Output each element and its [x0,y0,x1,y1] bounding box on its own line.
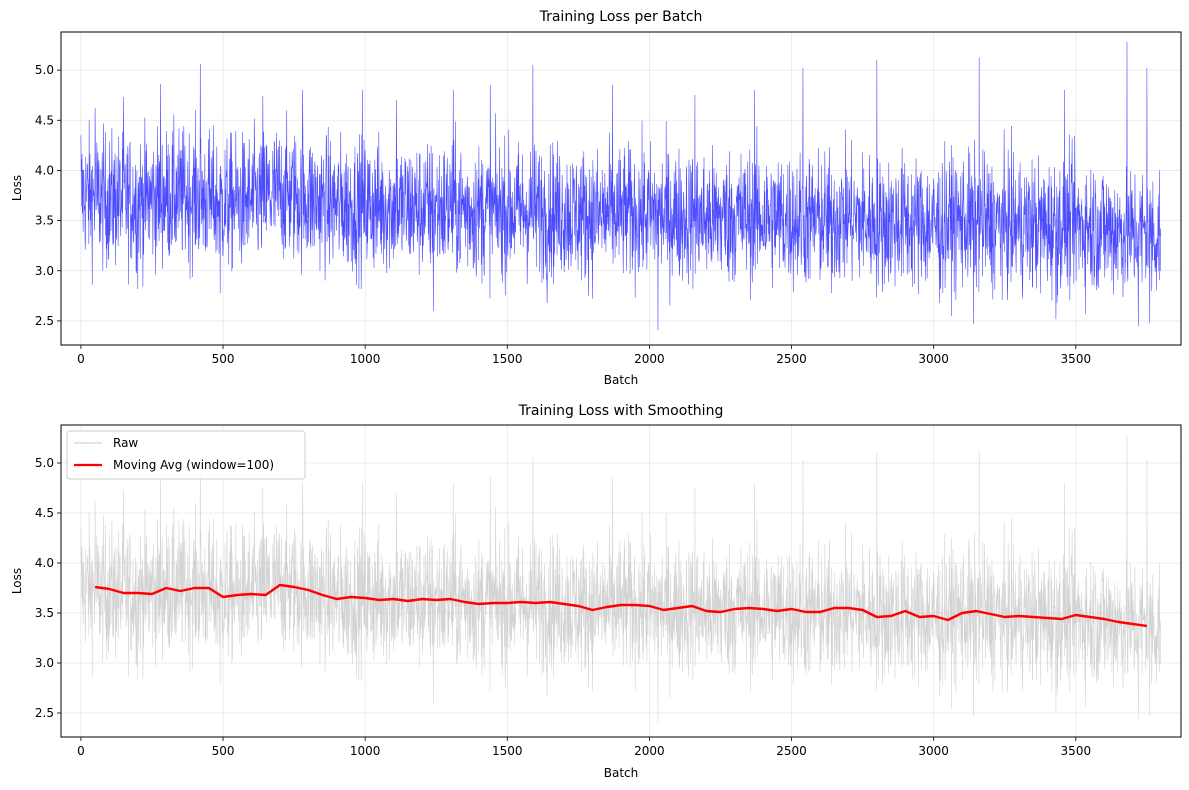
chart1-raw-series [80,41,1162,331]
x-tick-label: 2500 [776,352,807,366]
chart1-xlabel: Batch [604,373,639,387]
x-tick-label: 500 [212,352,235,366]
chart2-ticks: 0 500 1000 1500 2000 2500 3000 3500 2.5 3.0 3.5 4.0… [35,456,1091,758]
chart2-title: Training Loss with Smoothing [518,403,724,419]
y-tick-label: 4.5 [35,113,54,127]
chart2-moving-avg-series [94,583,1148,628]
chart2-raw-series [80,434,1162,723]
x-tick-label: 3500 [1061,352,1092,366]
y-tick-label: 3.0 [35,656,54,670]
y-tick-label: 3.0 [35,264,54,278]
chart2-xlabel: Batch [604,766,639,780]
x-tick-label: 0 [77,352,85,366]
x-tick-label: 2500 [776,744,807,758]
raw-loss-line [80,41,1162,331]
x-tick-label: 3500 [1061,744,1092,758]
x-tick-label: 3000 [918,744,949,758]
x-tick-label: 1000 [350,352,381,366]
chart1-axes-frame [60,31,1182,346]
y-tick-label: 5.0 [35,456,54,470]
y-tick-label: 5.0 [35,63,54,77]
chart2-legend: Raw Moving Avg (window=100) [66,430,306,480]
y-tick-label: 2.5 [35,314,54,328]
x-tick-label: 500 [212,744,235,758]
x-tick-label: 3000 [918,352,949,366]
chart2-grid [61,425,1181,737]
x-tick-label: 2000 [634,352,665,366]
chart2-axes-frame [60,424,1182,738]
legend-box [66,430,306,480]
legend-moving-avg-label: Moving Avg (window=100) [113,458,274,472]
x-tick-label: 1500 [492,352,523,366]
x-tick-label: 2000 [634,744,665,758]
chart-training-loss-with-smoothing: Training Loss with Smoothing 0 500 1000 150… [10,403,1182,780]
y-tick-label: 4.0 [35,556,54,570]
x-tick-label: 1000 [350,744,381,758]
chart2-ylabel: Loss [10,568,24,594]
y-tick-label: 3.5 [35,606,54,620]
x-tick-label: 1500 [492,744,523,758]
moving-avg-line [94,583,1148,628]
chart1-ylabel: Loss [10,175,24,201]
chart1-title: Training Loss per Batch [539,9,703,25]
y-tick-label: 2.5 [35,706,54,720]
y-tick-label: 4.5 [35,506,54,520]
chart-training-loss-per-batch: Training Loss per Batch 0 500 1000 1500 2000… [10,9,1182,387]
chart1-ticks: 0 500 1000 1500 2000 2500 3000 3500 2.5 3.0 3.5 4.0… [35,63,1091,366]
raw-loss-line [80,434,1162,723]
y-tick-label: 3.5 [35,214,54,228]
legend-raw-label: Raw [113,436,138,450]
y-tick-label: 4.0 [35,163,54,177]
x-tick-label: 0 [77,744,85,758]
